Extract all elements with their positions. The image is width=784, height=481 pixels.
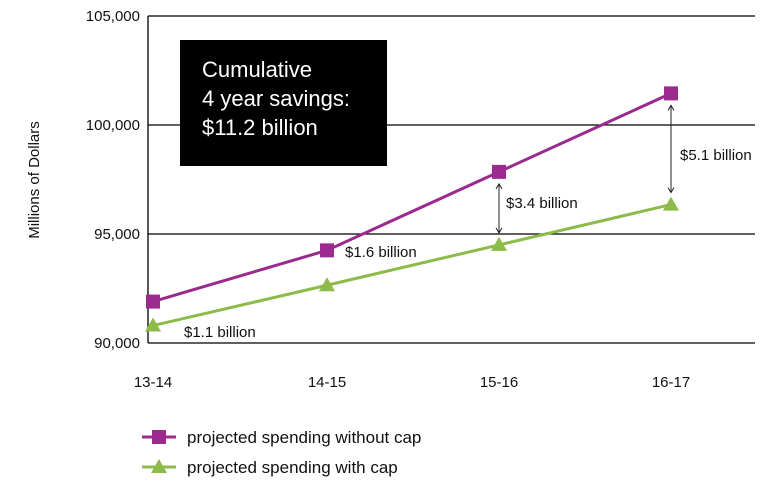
legend-item: projected spending with cap: [142, 458, 398, 477]
data-point: [146, 294, 160, 309]
savings-annotation-label: $1.1 billion: [184, 324, 256, 341]
y-tick-label: 105,000: [86, 8, 140, 25]
savings-callout: Cumulative 4 year savings: $11.2 billion: [180, 40, 387, 166]
legend-swatch-marker: [152, 430, 166, 444]
legend-item: projected spending without cap: [142, 428, 421, 447]
data-point: [664, 86, 678, 101]
savings-annotation-label: $5.1 billion: [680, 147, 752, 164]
savings-annotation-label: $3.4 billion: [506, 195, 578, 212]
savings-annotation-label: $1.6 billion: [345, 244, 417, 261]
data-point: [319, 277, 335, 292]
callout-line: 4 year savings:: [202, 86, 350, 111]
data-point: [320, 243, 334, 258]
arrow-head-bottom: [667, 187, 675, 194]
data-point: [145, 317, 161, 332]
x-tick-label: 14-15: [308, 374, 346, 391]
y-axis-title: Millions of Dollars: [26, 121, 43, 239]
data-point: [491, 236, 507, 251]
x-tick-label: 16-17: [652, 374, 690, 391]
series-line-1: [152, 203, 672, 328]
data-point: [663, 196, 679, 211]
callout-box: [180, 40, 387, 166]
x-tick-label: 15-16: [480, 374, 518, 391]
y-tick-label: 100,000: [86, 117, 140, 134]
series-line-0: [152, 92, 672, 304]
y-tick-label: 90,000: [94, 335, 140, 352]
arrow-head-top: [495, 182, 503, 190]
x-tick-label: 13-14: [134, 374, 172, 391]
callout-line: $11.2 billion: [202, 115, 318, 140]
legend-label: projected spending without cap: [187, 428, 421, 447]
data-point: [492, 164, 506, 179]
legend-swatch-marker: [151, 459, 167, 473]
arrow-head-top: [667, 104, 675, 111]
legend-label: projected spending with cap: [187, 458, 398, 477]
callout-line: Cumulative: [202, 57, 312, 82]
arrow-head-bottom: [495, 227, 503, 234]
y-tick-label: 95,000: [94, 226, 140, 243]
